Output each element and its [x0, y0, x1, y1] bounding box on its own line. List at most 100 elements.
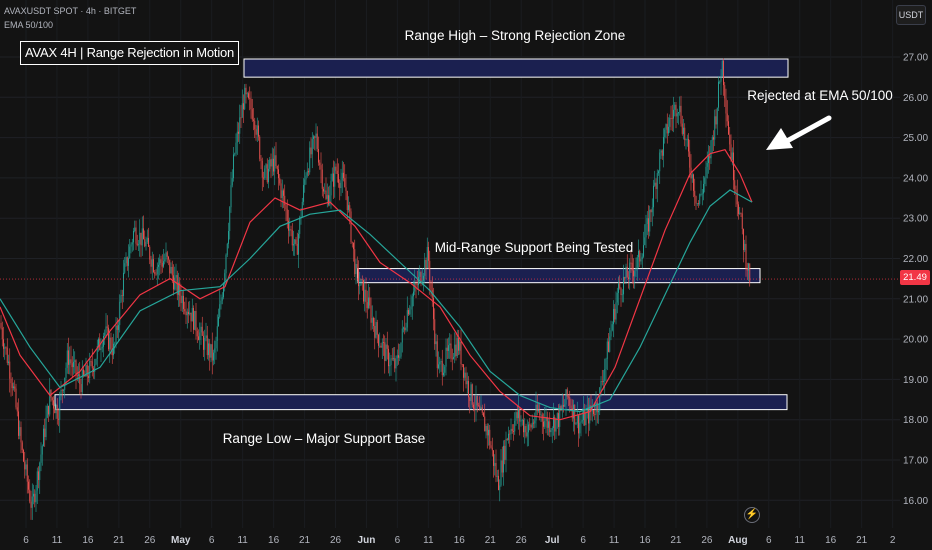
candle-body — [281, 190, 283, 198]
candle-body — [220, 300, 222, 305]
candle-body — [113, 343, 114, 356]
candle-body — [155, 273, 157, 275]
candle-body — [73, 361, 74, 368]
candle-body — [138, 244, 139, 246]
candle-body — [369, 297, 371, 306]
candle-body — [679, 105, 681, 113]
candle-body — [284, 195, 286, 206]
candle-body — [645, 224, 647, 238]
candle-body — [51, 397, 53, 401]
candle-body — [724, 85, 726, 99]
candle-body — [14, 386, 16, 389]
candle-body — [734, 180, 736, 190]
candle-body — [158, 264, 159, 267]
candle-body — [719, 81, 721, 83]
x-tick-label: 21 — [485, 535, 497, 546]
candle-body — [240, 117, 242, 119]
candle-body — [653, 185, 654, 208]
candle-body — [261, 160, 263, 178]
currency-button[interactable]: USDT — [896, 5, 926, 25]
candle-body — [160, 259, 162, 263]
candle-body — [290, 229, 292, 231]
candle-body — [451, 358, 453, 360]
candle-body — [553, 416, 554, 429]
candle-body — [601, 380, 603, 382]
candle-body — [3, 339, 4, 349]
candle-body — [221, 297, 223, 301]
candle-body — [141, 228, 143, 246]
candle-body — [214, 348, 216, 353]
lightning-icon[interactable]: ⚡ — [744, 507, 760, 523]
candle-body — [306, 171, 308, 176]
candle-body — [695, 196, 697, 204]
candle-body — [439, 361, 441, 365]
candle-body — [619, 283, 621, 289]
candle-body — [224, 273, 226, 285]
axes: 27.00 26.00 25.00 24.00 23.00 22.00 21.00 20.00… — [0, 53, 928, 546]
candle-body — [233, 154, 234, 179]
candle-body — [315, 133, 317, 138]
candle-body — [704, 178, 706, 184]
candle-body — [188, 311, 189, 315]
candle-body — [393, 358, 394, 360]
candle-body — [665, 124, 667, 130]
candle-body — [569, 397, 571, 406]
candle-body — [594, 414, 596, 415]
candle-body — [404, 327, 406, 331]
candle-body — [335, 166, 337, 171]
x-tick-label: 21 — [670, 535, 682, 546]
candle-body — [381, 342, 383, 348]
candle-body — [108, 327, 109, 350]
candle-body — [378, 334, 379, 346]
candle-body — [630, 262, 632, 264]
candle-body — [629, 262, 631, 280]
candle-body — [733, 152, 734, 181]
candle-body — [728, 121, 729, 135]
candle-body — [488, 429, 489, 436]
candle-body — [424, 260, 426, 276]
candle-body — [0, 322, 2, 328]
candle-body — [418, 276, 419, 286]
candle-body — [15, 388, 17, 408]
candle-body — [413, 291, 414, 297]
candle-body — [151, 259, 153, 267]
candle-body — [403, 327, 404, 329]
candle-body — [714, 116, 716, 140]
candle-body — [543, 421, 544, 427]
candle-body — [131, 242, 133, 245]
candle-body — [515, 412, 517, 421]
candle-body — [351, 241, 353, 243]
candle-body — [56, 404, 58, 419]
candle-body — [21, 442, 23, 450]
candle-body — [33, 493, 34, 497]
candle-body — [743, 228, 744, 251]
candle-body — [180, 295, 182, 304]
candle-body — [551, 428, 553, 431]
candle-body — [81, 369, 83, 393]
candle-body — [441, 361, 443, 376]
candle-body — [498, 475, 499, 491]
candle-body — [536, 404, 538, 412]
candle-body — [520, 420, 522, 422]
y-tick-label: 24.00 — [903, 173, 928, 184]
candle-body — [500, 460, 502, 486]
candle-body — [200, 326, 202, 333]
candle-body — [675, 104, 677, 117]
candle-body — [579, 422, 581, 434]
candle-body — [501, 460, 503, 473]
candle-body — [124, 263, 126, 273]
candle-body — [260, 158, 262, 161]
candle-body — [628, 277, 629, 280]
candle-body — [559, 406, 561, 427]
candle-body — [311, 138, 313, 155]
candle-body — [641, 256, 643, 260]
candle-body — [198, 336, 199, 340]
candle-body — [13, 386, 14, 389]
candle-body — [89, 361, 91, 378]
candle-body — [436, 341, 438, 369]
candle-body — [209, 343, 211, 358]
x-tick-label: 6 — [209, 535, 215, 546]
candle-body — [506, 438, 508, 440]
